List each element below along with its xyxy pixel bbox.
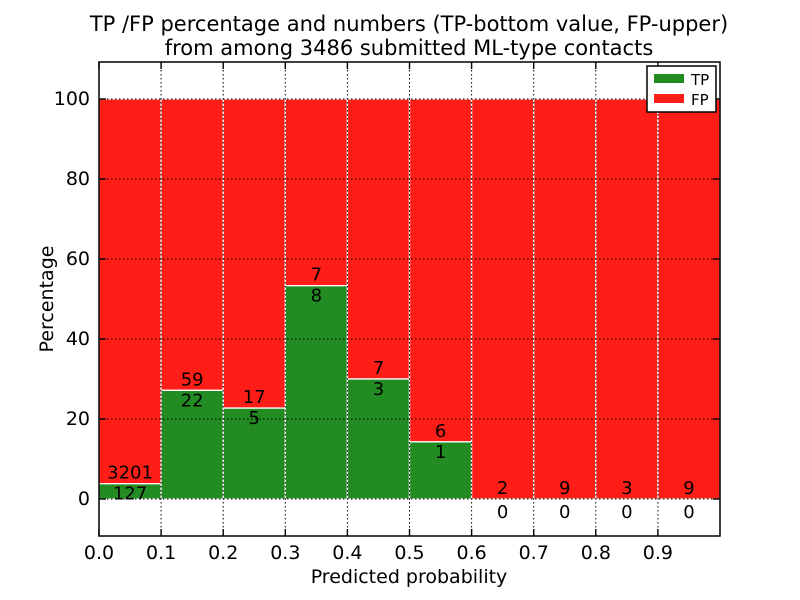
fp-bar — [284, 98, 349, 287]
x-tick-label: 0.9 — [643, 542, 673, 564]
fp-bar — [160, 98, 224, 392]
fp-bar — [657, 98, 721, 500]
legend-label-tp: TP — [690, 71, 709, 89]
ticks-layer — [98, 62, 720, 536]
legend: TP FP — [646, 65, 717, 113]
tp-bar — [160, 389, 224, 500]
x-tick-label: 0.8 — [581, 542, 611, 564]
x-tick-label: 0.5 — [394, 542, 424, 564]
fp-bar — [346, 98, 411, 380]
fp-bar — [595, 98, 659, 500]
fp-bar — [98, 98, 162, 485]
y-axis-label: Percentage — [36, 246, 58, 353]
fp-bar — [533, 98, 597, 500]
tp-count-label: 0 — [683, 502, 694, 523]
bars-layer — [98, 98, 721, 500]
tp-bar — [284, 285, 349, 500]
legend-label-fp: FP — [691, 91, 709, 109]
legend-box — [646, 65, 717, 113]
fp-count-label: 2 — [497, 478, 508, 499]
legend-swatch-tp — [654, 74, 684, 83]
fp-bar — [470, 98, 535, 500]
legend-swatch-fp — [654, 94, 684, 103]
fp-count-label: 7 — [373, 358, 384, 379]
fp-count-label: 9 — [559, 478, 570, 499]
chart-title-line1: TP /FP percentage and numbers (TP-bottom… — [89, 12, 728, 36]
tp-count-label: 8 — [311, 286, 322, 307]
x-tick-label: 0.7 — [519, 542, 549, 564]
y-tick-label: 100 — [54, 88, 90, 110]
fp-bar — [408, 98, 473, 443]
x-tick-label: 0.4 — [332, 542, 362, 564]
chart-title-line2: from among 3486 submitted ML-type contac… — [165, 36, 654, 60]
y-tick-label: 60 — [66, 248, 90, 270]
tp-bar — [222, 407, 286, 500]
x-tick-label: 0.2 — [208, 542, 238, 564]
tp-count-label: 127 — [113, 484, 147, 505]
fp-count-label: 6 — [435, 421, 446, 442]
x-tick-label: 0.1 — [146, 542, 176, 564]
fp-count-label: 17 — [243, 387, 266, 408]
x-axis-label: Predicted probability — [311, 566, 508, 588]
tp-count-label: 0 — [497, 502, 508, 523]
y-tick-label: 0 — [78, 488, 90, 510]
fp-count-label: 9 — [683, 478, 694, 499]
tp-count-label: 22 — [181, 390, 204, 411]
fp-count-label: 3 — [621, 478, 632, 499]
tp-count-label: 0 — [559, 502, 570, 523]
x-tick-label: 0.3 — [270, 542, 300, 564]
fp-count-label: 7 — [311, 265, 322, 286]
y-tick-label: 40 — [66, 328, 90, 350]
y-tick-label: 20 — [66, 408, 90, 430]
tp-count-label: 3 — [373, 379, 384, 400]
fp-bar — [222, 98, 286, 409]
fp-count-label: 3201 — [107, 463, 153, 484]
x-tick-label: 0.6 — [456, 542, 486, 564]
tick-labels-layer: 0.0 0.1 0.2 0.3 0.4 0.5 0.6 0.7 0.8 0.90204060801… — [54, 88, 673, 564]
fp-count-label: 59 — [181, 369, 204, 390]
y-tick-label: 80 — [66, 168, 90, 190]
x-tick-label: 0.0 — [84, 542, 114, 564]
tp-count-label: 5 — [249, 408, 260, 429]
tp-count-label: 0 — [621, 502, 632, 523]
tp-count-label: 1 — [435, 442, 446, 463]
